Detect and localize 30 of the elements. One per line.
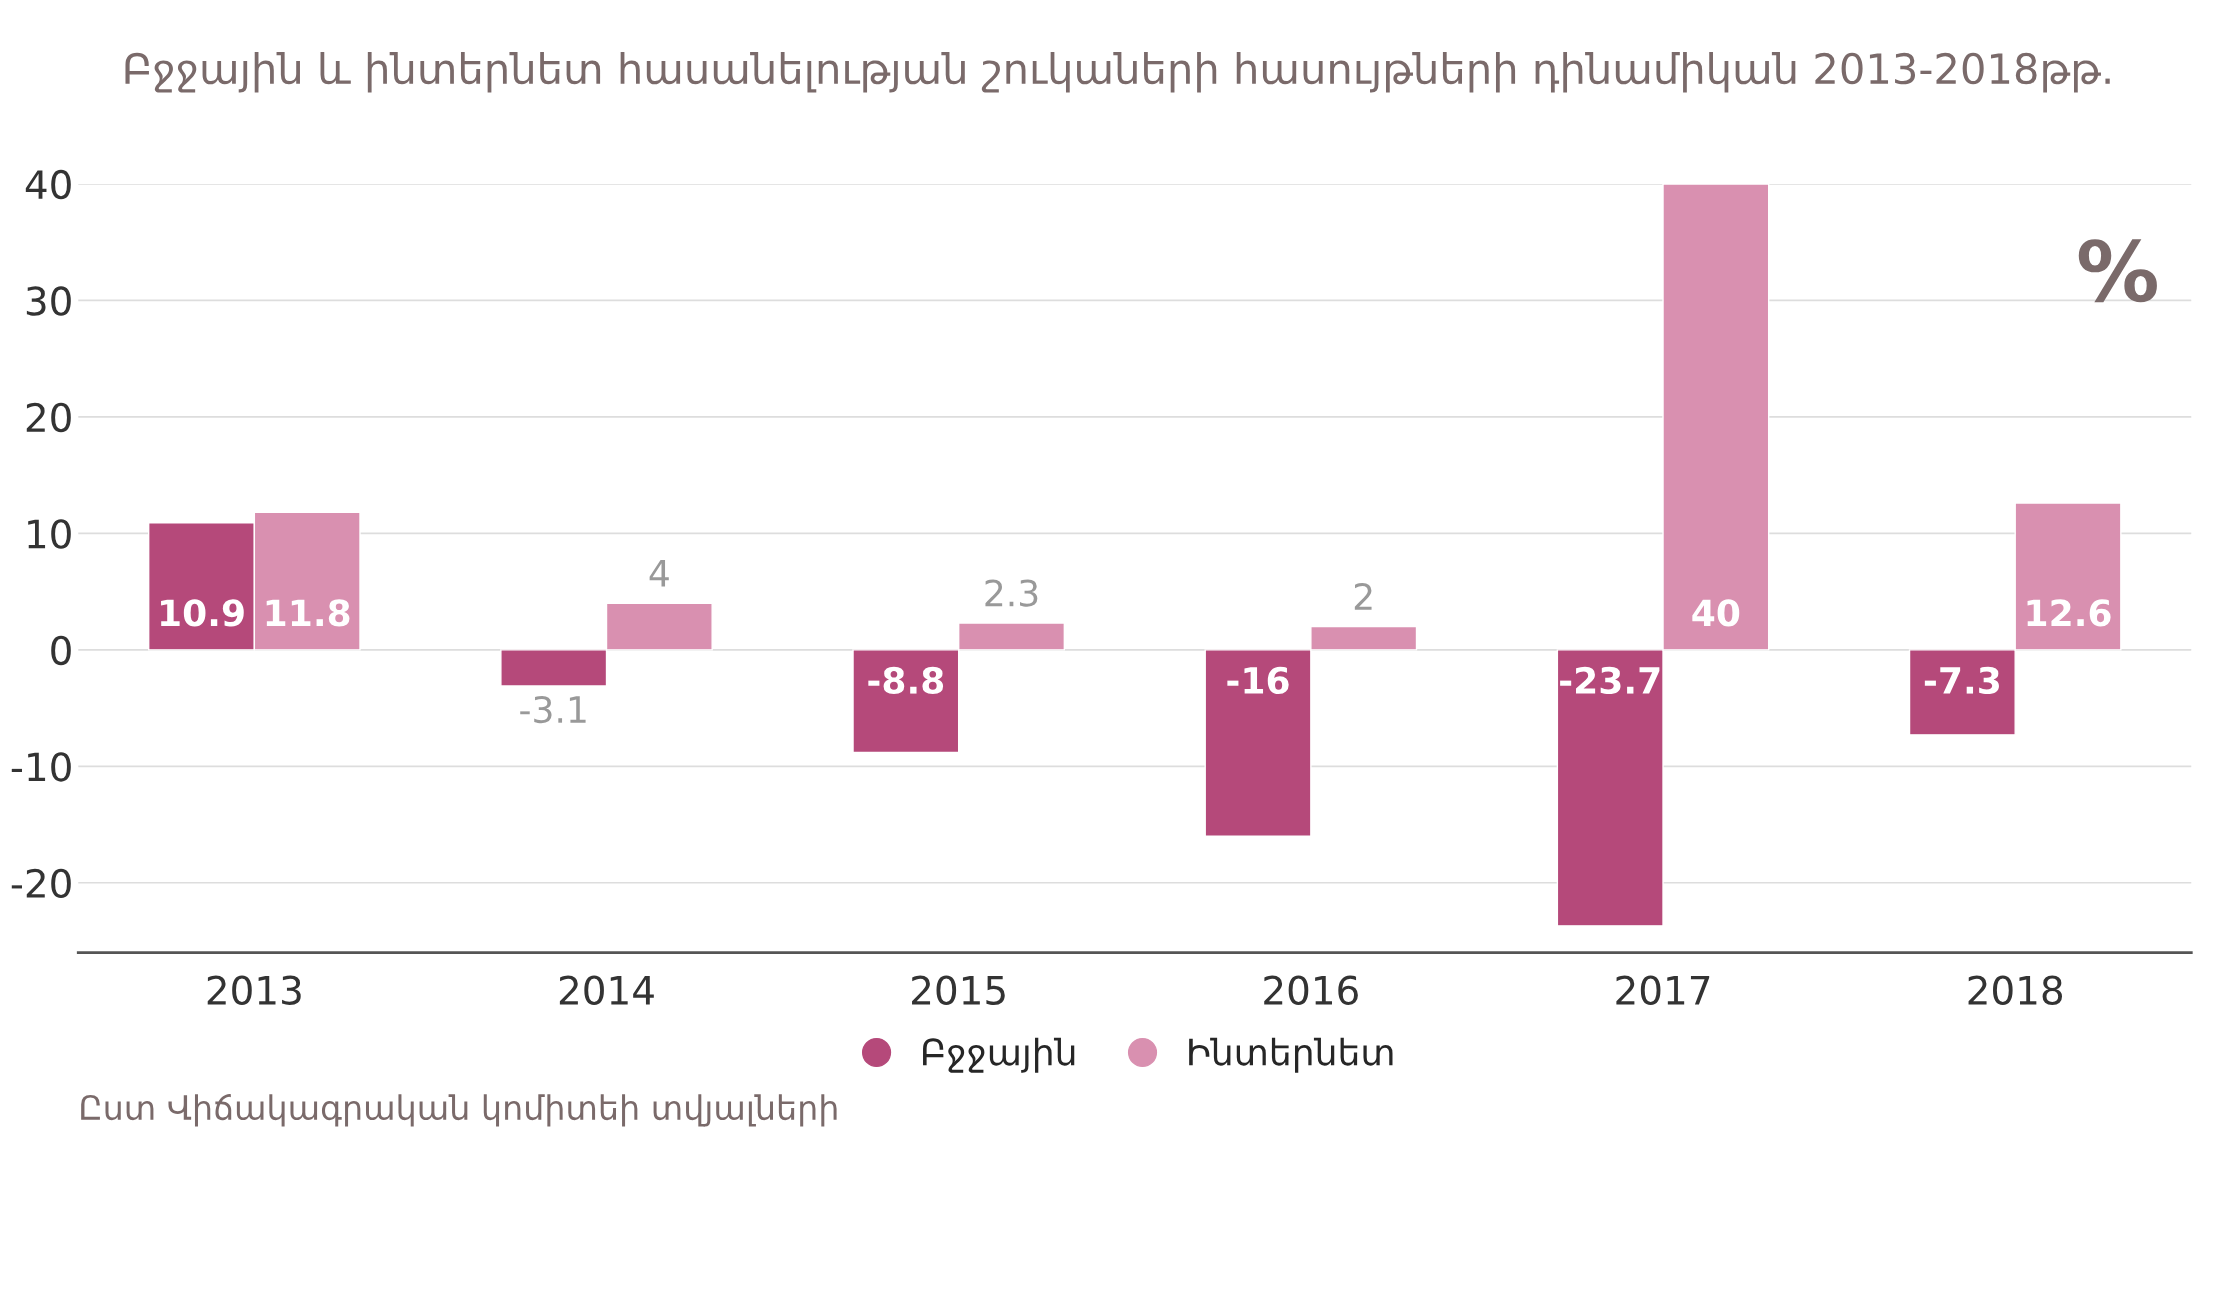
data-label: 40 <box>1692 599 1740 627</box>
legend-label: Բջջային <box>923 1037 1075 1073</box>
x-tick-label: 2015 <box>912 975 1005 1005</box>
data-label: 12.6 <box>2027 599 2111 627</box>
y-tick-label: 10 <box>28 519 71 549</box>
data-label: -3.1 <box>520 695 586 724</box>
y-tick-label: 30 <box>26 286 71 316</box>
x-tick-label: 2017 <box>1616 975 1710 1005</box>
y-tick-label: -20 <box>11 868 71 899</box>
x-tick-label: 2018 <box>1968 975 2063 1005</box>
x-tick-label: 2014 <box>559 975 654 1005</box>
data-label: 11.8 <box>266 599 350 627</box>
y-tick-label: 40 <box>25 169 71 200</box>
data-label: -8.8 <box>868 666 944 695</box>
data-label: 2.3 <box>985 579 1038 607</box>
x-tick-label: 2016 <box>1264 975 1358 1005</box>
data-label: 4 <box>649 560 669 587</box>
y-tick-label: 20 <box>26 402 71 433</box>
annotation: % <box>2078 239 2157 303</box>
data-label: -23.7 <box>1560 666 1660 695</box>
x-tick-label: 2013 <box>207 975 301 1005</box>
data-label: 10.9 <box>161 599 244 627</box>
data-label: -16 <box>1227 666 1289 695</box>
y-tick-label: -10 <box>11 752 71 782</box>
legend-label: Ինտերնետ <box>1189 1037 1393 1073</box>
text: Ըստ Վիճակագրական կոմիտեի տվյալների <box>81 1094 837 1127</box>
chart-title: Բջջային և ինտերնետ հասանելության շուկաների հասույթների դինամիկան 2013-2018թթ. <box>125 52 2110 93</box>
data-label: 2 <box>1354 582 1372 610</box>
y-tick-label: 0 <box>51 635 71 666</box>
data-label: -7.3 <box>1924 666 1999 695</box>
